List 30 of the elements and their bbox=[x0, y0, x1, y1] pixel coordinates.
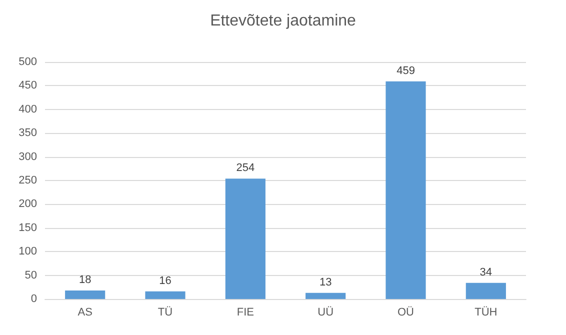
y-tick-label: 200 bbox=[18, 198, 37, 210]
bar bbox=[386, 81, 426, 299]
data-label: 16 bbox=[159, 274, 172, 287]
y-tick-label: 400 bbox=[18, 103, 37, 116]
y-tick-label: 150 bbox=[18, 222, 37, 234]
x-tick-label: TÜH bbox=[474, 306, 498, 318]
y-tick-label: 350 bbox=[18, 127, 37, 140]
x-tick-label: FIE bbox=[236, 306, 254, 318]
y-tick-label: 100 bbox=[18, 246, 37, 258]
x-tick-label: OÜ bbox=[398, 306, 414, 318]
y-tick-label: 500 bbox=[18, 56, 37, 68]
bar bbox=[225, 178, 266, 299]
data-label: 459 bbox=[396, 64, 415, 77]
data-label: 254 bbox=[236, 162, 255, 174]
y-tick-label: 50 bbox=[24, 269, 37, 282]
bar bbox=[145, 291, 186, 299]
y-tick-label: 450 bbox=[18, 80, 37, 92]
bar bbox=[466, 282, 506, 299]
data-label: 13 bbox=[319, 276, 332, 288]
data-label: 18 bbox=[78, 274, 92, 286]
data-label: 34 bbox=[480, 266, 492, 278]
x-tick-label: AS bbox=[78, 306, 92, 318]
bar bbox=[65, 290, 106, 299]
x-tick-label: TÜ bbox=[158, 306, 173, 318]
x-tick-label: UÜ bbox=[318, 306, 334, 318]
bar bbox=[306, 292, 346, 299]
y-tick-label: 0 bbox=[30, 293, 37, 305]
chart-title: Ettevõtete jaotamine bbox=[210, 12, 356, 30]
y-tick-label: 250 bbox=[18, 174, 37, 186]
y-tick-label: 300 bbox=[18, 150, 37, 163]
